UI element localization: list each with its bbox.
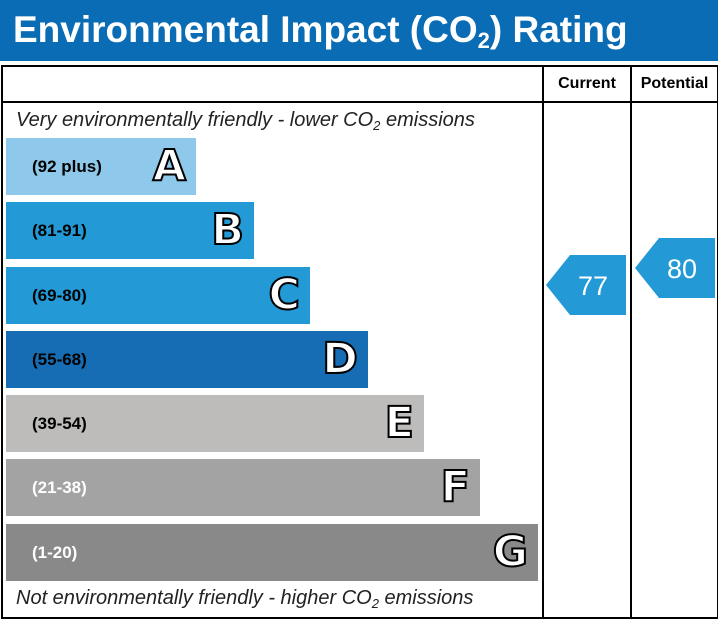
potential-arrow-shape <box>635 238 715 298</box>
band-range: (81-91) <box>32 221 87 240</box>
band-letter: F <box>440 462 471 512</box>
band-letter: E <box>384 398 415 448</box>
band-letter: D <box>321 334 359 384</box>
band-letter: B <box>210 205 245 255</box>
band-c: (69-80) C <box>6 267 310 324</box>
band-g: (1-20) G <box>6 524 538 581</box>
rating-table: Current Potential Very environmentally f… <box>1 65 718 619</box>
band-letter: C <box>267 270 301 320</box>
header-bar: Environmental Impact (CO2) Rating <box>0 0 718 61</box>
band-e: (39-54) E <box>6 395 424 452</box>
band-range: (55-68) <box>32 350 87 369</box>
page-title: Environmental Impact (CO2) Rating <box>13 9 628 53</box>
column-divider <box>542 67 544 617</box>
current-arrow-shape <box>546 255 626 315</box>
band-range: (92 plus) <box>32 157 102 176</box>
top-note-suffix: emissions <box>380 109 475 131</box>
current-column-header: Current <box>558 75 616 92</box>
top-note-prefix: Very environmentally friendly - lower CO <box>16 109 374 131</box>
band-d: (55-68) D <box>6 331 368 388</box>
band-range: (39-54) <box>32 414 87 433</box>
bottom-note-prefix: Not environmentally friendly - higher CO <box>16 587 372 609</box>
potential-rating-value: 80 <box>667 254 697 284</box>
current-rating-value: 77 <box>578 271 608 301</box>
current-rating-marker: 77 <box>546 255 626 315</box>
bottom-note-subscript: 2 <box>371 596 379 611</box>
band-b: (81-91) B <box>6 202 254 259</box>
potential-column-header: Potential <box>640 75 709 92</box>
band-letter: G <box>492 527 529 577</box>
header-divider <box>3 101 717 103</box>
top-note: Very environmentally friendly - lower CO… <box>16 109 475 132</box>
band-letter: A <box>152 141 187 191</box>
potential-rating-marker: 80 <box>635 238 715 298</box>
band-range: (69-80) <box>32 286 87 305</box>
title-suffix: ) Rating <box>489 9 628 50</box>
band-f: (21-38) F <box>6 459 480 516</box>
bottom-note-suffix: emissions <box>378 587 474 609</box>
band-range: (1-20) <box>32 543 78 562</box>
top-note-subscript: 2 <box>373 118 381 133</box>
column-divider <box>630 67 632 617</box>
title-prefix: Environmental Impact (CO <box>13 9 478 50</box>
title-subscript: 2 <box>477 28 490 53</box>
bottom-note: Not environmentally friendly - higher CO… <box>16 587 473 610</box>
band-a: (92 plus) A <box>6 138 196 195</box>
band-range: (21-38) <box>32 478 87 497</box>
